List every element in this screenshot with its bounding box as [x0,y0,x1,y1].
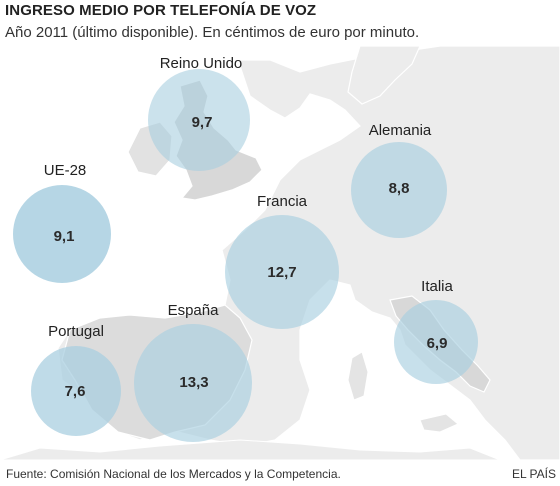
value-italia: 6,9 [427,335,448,352]
value-ue-28: 9,1 [54,228,75,245]
bubble-reino-unido [148,69,250,171]
chart-subtitle: Año 2011 (último disponible). En céntimo… [5,24,420,41]
bubble-francia [225,215,339,329]
sardinia-land [347,351,369,401]
value-portugal: 7,6 [65,383,86,400]
value-espana: 13,3 [179,374,208,391]
bubble-espana [134,324,252,442]
scandinavia-land [347,46,421,105]
value-francia: 12,7 [267,264,296,281]
name-portugal: Portugal [48,323,104,340]
bubble-layer [13,69,478,442]
name-reino-unido: Reino Unido [160,55,243,72]
africa-land [0,439,501,460]
credit-label: EL PAÍS [511,467,556,481]
name-alemania: Alemania [369,122,432,139]
value-labels: 9,7 9,1 8,8 12,7 6,9 7,6 13,3 [54,114,448,400]
name-espana: España [168,302,220,319]
value-alemania: 8,8 [389,180,410,197]
region-names: Reino Unido UE-28 Alemania Francia Itali… [44,55,454,340]
source-note: Fuente: Comisión Nacional de los Mercado… [6,467,341,481]
bubble-portugal [31,346,121,436]
value-reino-unido: 9,7 [192,114,213,131]
name-francia: Francia [257,193,308,210]
europe-map: 9,7 9,1 8,8 12,7 6,9 7,6 13,3 Reino Unid… [0,46,560,460]
bubble-alemania [351,142,447,238]
name-ue-28: UE-28 [44,162,87,179]
bubble-italia [394,300,478,384]
chart-title: INGRESO MEDIO POR TELEFONÍA DE VOZ [5,2,317,19]
bubble-ue-28 [13,185,111,283]
sicily-land [419,413,459,433]
name-italia: Italia [421,278,453,295]
